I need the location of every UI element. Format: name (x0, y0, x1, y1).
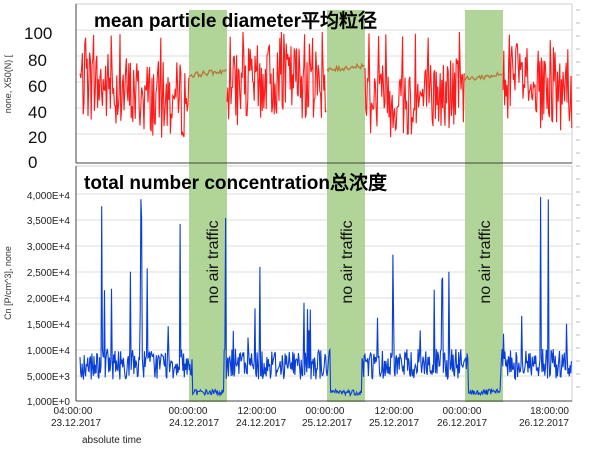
bottom-ytick-label: 1,500E+4 (27, 320, 71, 331)
xtick-time: 00:00:00 (443, 406, 482, 417)
xtick-date: 23.12.2017 (51, 418, 101, 429)
xtick-time: 12:00:00 (238, 406, 277, 417)
particle-diameter-series-red (79, 31, 573, 138)
bottom-chart-title: total number concentration总浓度 (84, 171, 388, 194)
no-air-traffic-band (327, 10, 365, 402)
particle-diameter-series-brown-2 (326, 62, 365, 73)
top-ytick-label: 80 (28, 51, 47, 70)
xtick-date: 25.12.2017 (369, 418, 419, 429)
xtick-time: 00:00:00 (169, 406, 208, 417)
particle-diameter-series-brown-1 (188, 68, 227, 78)
top-ytick-label: 60 (28, 77, 47, 96)
xtick-date: 24.12.2017 (169, 418, 219, 429)
top-ytick-label: 40 (28, 103, 47, 122)
xtick-date: 25.12.2017 (302, 418, 352, 429)
xtick-time: 12:00:00 (375, 406, 414, 417)
xtick-time: 04:00:00 (54, 406, 93, 417)
right-axis-ticks (576, 9, 580, 388)
bottom-ytick-label: 1,000E+0 (27, 397, 71, 408)
bottom-ytick-label: 3,000E+4 (27, 242, 71, 253)
xtick-time: 18:00:00 (530, 406, 569, 417)
bottom-ytick-label: 1,000E+4 (27, 346, 71, 357)
xtick-date: 26.12.2017 (519, 418, 569, 429)
number-concentration-series (79, 196, 572, 398)
band-label-2: no air traffic (339, 220, 356, 303)
top-ytick-label: 0 (28, 153, 37, 172)
bottom-ytick-label: 4,000E+4 (27, 191, 71, 202)
bottom-y-axis-label: Cn [P/cm^3], none (3, 246, 13, 320)
x-axis-label: absolute time (82, 435, 142, 446)
bottom-ytick-label: 2,500E+4 (27, 268, 71, 279)
no-air-traffic-band (189, 10, 227, 402)
top-chart-title: mean particle diameter平均粒径 (94, 9, 377, 32)
top-ytick-label: 100 (24, 24, 52, 43)
no-air-traffic-band (465, 10, 503, 402)
bottom-ytick-label: 2,000E+4 (27, 294, 71, 305)
top-y-axis-label: none, X50(N) [ (3, 54, 13, 113)
xtick-date: 26.12.2017 (437, 418, 487, 429)
band-label-1: no air traffic (205, 220, 222, 303)
xtick-date: 24.12.2017 (236, 418, 286, 429)
bottom-ytick-label: 3,500E+4 (27, 216, 71, 227)
band-label-3: no air traffic (477, 220, 494, 303)
xtick-time: 00:00:00 (306, 406, 345, 417)
particle-diameter-series-brown-3 (464, 70, 503, 81)
top-ytick-label: 20 (28, 128, 47, 147)
no-air-traffic-bands (189, 10, 503, 402)
bottom-ytick-label: 5,000E+3 (27, 372, 71, 383)
